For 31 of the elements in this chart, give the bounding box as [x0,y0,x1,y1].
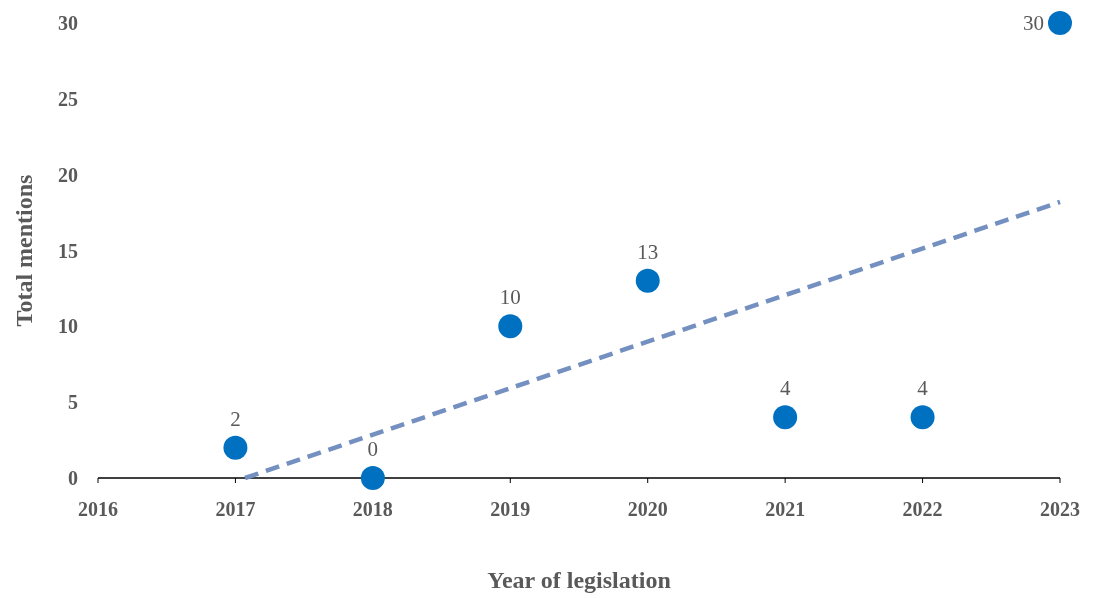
x-tick-label: 2019 [490,498,531,520]
data-label: 2 [230,406,241,431]
y-tick-label: 5 [68,391,78,414]
x-tick-label: 2020 [627,498,668,520]
x-axis-title: Year of legislation [487,567,671,593]
x-tick-label: 2016 [78,498,118,520]
x-tick-label: 2021 [765,498,806,520]
y-tick-label: 15 [58,239,78,262]
data-label: 13 [637,239,659,264]
x-tick-label: 2022 [902,498,943,520]
x-tick-label: 2017 [215,498,256,520]
point [360,466,385,490]
point [498,314,523,339]
y-tick-label: 25 [58,87,78,110]
point [910,405,935,430]
data-label: 4 [779,376,791,401]
y-axis-title: Total mentions [11,174,37,327]
point [1048,11,1072,35]
y-tick-label: 0 [68,467,78,489]
y-tick-label: 30 [58,12,78,34]
data-label: 10 [499,285,521,310]
y-tick-label: 10 [58,315,78,338]
data-label: 30 [1023,11,1044,35]
y-tick-label: 20 [58,163,78,186]
data-label: 4 [917,376,929,401]
point [635,268,660,293]
x-tick-label: 2018 [352,498,393,520]
data-label: 0 [367,437,379,461]
x-tick-label: 2023 [1040,498,1080,520]
point [773,405,798,430]
point [223,435,248,460]
